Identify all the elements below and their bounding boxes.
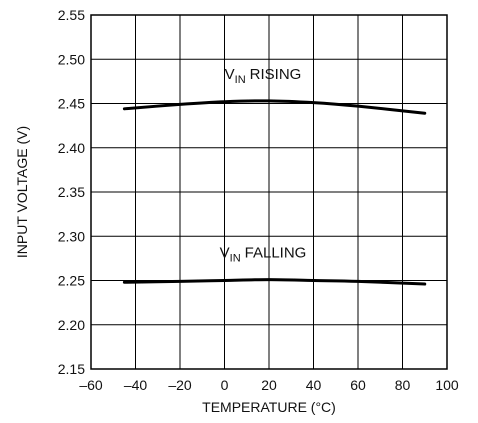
y-tick-label: 2.35	[58, 184, 85, 200]
series-label-subscript: IN	[235, 74, 246, 86]
series-label-prefix: V	[225, 66, 235, 83]
y-tick-label: 2.30	[58, 228, 85, 244]
x-tick-label: 100	[435, 377, 459, 393]
x-tick-label: –40	[124, 377, 148, 393]
x-tick-label: 40	[306, 377, 322, 393]
series-label-subscript: IN	[230, 253, 241, 265]
plot-frame	[90, 14, 448, 370]
x-tick-label: –60	[79, 377, 103, 393]
series-label-vin-falling: VIN FALLING	[220, 245, 307, 265]
series-label-name: RISING	[250, 66, 302, 83]
series-line-falling	[122, 278, 427, 286]
series-line-rising	[122, 99, 427, 115]
y-axis-ticks: 2.15 2.20 2.25 2.30 2.35 2.40 2.45 2.50 2.55	[58, 7, 85, 377]
series-label-prefix: V	[220, 245, 230, 262]
series-layer	[122, 99, 427, 286]
x-tick-label: 20	[261, 377, 277, 393]
x-tick-label: 60	[350, 377, 366, 393]
x-axis-ticks: –60 –40 –20 0 20 40 60 80 100	[79, 377, 459, 393]
y-tick-label: 2.40	[58, 140, 85, 156]
y-tick-label: 2.55	[58, 7, 85, 23]
y-tick-label: 2.50	[58, 51, 85, 67]
x-tick-label: 0	[221, 377, 229, 393]
y-tick-label: 2.45	[58, 96, 85, 112]
x-tick-label: –20	[168, 377, 192, 393]
y-tick-label: 2.25	[58, 273, 85, 289]
x-tick-label: 80	[395, 377, 411, 393]
y-tick-label: 2.15	[58, 361, 85, 377]
y-tick-label: 2.20	[58, 317, 85, 333]
y-axis-title: INPUT VOLTAGE (V)	[14, 126, 30, 258]
x-axis-title: TEMPERATURE (°C)	[202, 399, 336, 415]
series-label-name: FALLING	[245, 245, 307, 262]
series-label-vin-rising: VIN RISING	[225, 66, 302, 86]
grid	[91, 15, 447, 369]
